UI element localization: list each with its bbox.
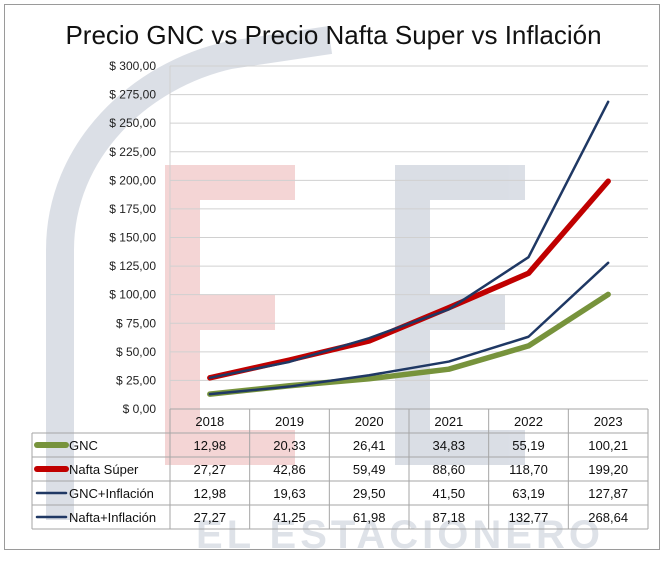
table-cell-value: 41,25 xyxy=(273,510,306,525)
y-tick-label: $ 175,00 xyxy=(109,202,156,216)
table-cell-value: 41,50 xyxy=(433,486,466,501)
x-tick-label: 2021 xyxy=(434,414,463,429)
table-cell-value: 29,50 xyxy=(353,486,386,501)
x-tick-label: 2022 xyxy=(514,414,543,429)
y-tick-label: $ 200,00 xyxy=(109,173,156,187)
table-cell-value: 27,27 xyxy=(194,462,227,477)
table-cell-value: 12,98 xyxy=(194,486,227,501)
table-cell-value: 55,19 xyxy=(512,438,545,453)
series-line-1 xyxy=(207,178,611,381)
table-cell-value: 19,63 xyxy=(273,486,306,501)
table-cell-value: 268,64 xyxy=(588,510,628,525)
series-lines xyxy=(207,100,611,397)
table-cell-value: 127,87 xyxy=(588,486,628,501)
legend-label: Nafta+Inflación xyxy=(69,510,156,525)
table-cell-value: 59,49 xyxy=(353,462,386,477)
table-cell-value: 20,33 xyxy=(273,438,306,453)
y-tick-label: $ 300,00 xyxy=(109,59,156,73)
y-axis-ticks: $ 0,00 $ 25,00 $ 50,00 $ 75,00 $ 100,00 $ 125… xyxy=(109,59,156,416)
y-tick-label: $ 25,00 xyxy=(116,373,156,387)
gridlines xyxy=(169,65,648,410)
x-tick-label: 2019 xyxy=(275,414,304,429)
y-tick-label: $ 75,00 xyxy=(116,316,156,330)
y-tick-label: $ 0,00 xyxy=(123,402,157,416)
table-cell-value: 199,20 xyxy=(588,462,628,477)
y-tick-label: $ 100,00 xyxy=(109,288,156,302)
table-cell-value: 34,83 xyxy=(433,438,466,453)
table-cell-value: 42,86 xyxy=(273,462,306,477)
svg-text:EL ESTACIONERO: EL ESTACIONERO xyxy=(196,513,604,557)
y-tick-label: $ 225,00 xyxy=(109,145,156,159)
x-tick-label: 2020 xyxy=(355,414,384,429)
y-tick-label: $ 250,00 xyxy=(109,116,156,130)
y-tick-label: $ 50,00 xyxy=(116,345,156,359)
table-cell-value: 100,21 xyxy=(588,438,628,453)
table-cell-value: 87,18 xyxy=(433,510,466,525)
table-cell-value: 63,19 xyxy=(512,486,545,501)
legend-label: GNC+Inflación xyxy=(69,486,154,501)
data-table: 2018 2019 2020 2021 2022 2023 GNC 12,98 20,33 26,… xyxy=(31,408,649,530)
series-line-3 xyxy=(208,100,610,380)
x-tick-label: 2023 xyxy=(594,414,623,429)
table-cell-value: 118,70 xyxy=(509,462,548,477)
series-line-2 xyxy=(208,261,610,396)
y-tick-label: $ 150,00 xyxy=(109,231,156,245)
legend-label: Nafta Súper xyxy=(69,462,139,477)
table-cell-value: 27,27 xyxy=(194,510,227,525)
table-cell-value: 132,77 xyxy=(509,510,549,525)
table-cell-value: 61,98 xyxy=(353,510,386,525)
chart-title: Precio GNC vs Precio Nafta Super vs Infl… xyxy=(65,20,602,50)
x-tick-label: 2018 xyxy=(195,414,224,429)
y-tick-label: $ 125,00 xyxy=(109,259,156,273)
table-cell-value: 26,41 xyxy=(353,438,386,453)
table-cell-value: 12,98 xyxy=(194,438,227,453)
y-tick-label: $ 275,00 xyxy=(109,88,156,102)
table-cell-value: 88,60 xyxy=(433,462,466,477)
legend-label: GNC xyxy=(69,438,98,453)
series-line-0 xyxy=(207,291,611,397)
